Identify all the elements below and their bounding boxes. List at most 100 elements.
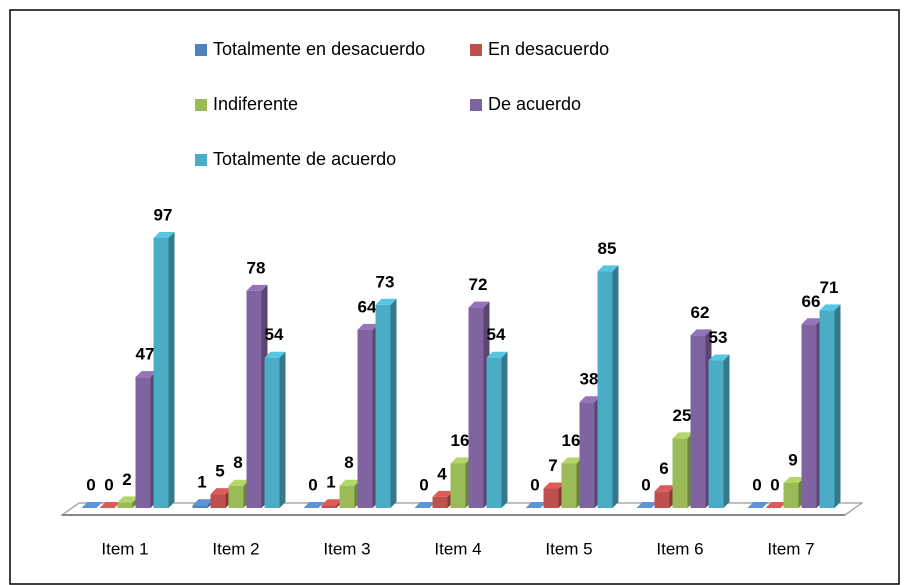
bar-top — [801, 318, 823, 325]
x-tick-label: Item 2 — [212, 539, 259, 558]
legend-swatch — [195, 44, 207, 56]
bar-top — [264, 351, 286, 358]
bar-top — [819, 304, 841, 311]
bar-top — [432, 490, 454, 497]
bar-top — [765, 502, 787, 508]
bar-top — [117, 496, 139, 503]
legend-label: Totalmente de acuerdo — [213, 149, 396, 169]
data-label: 7 — [548, 456, 557, 475]
legend-label: En desacuerdo — [488, 39, 609, 59]
bar — [246, 290, 262, 508]
data-label: 4 — [437, 464, 447, 483]
data-label: 97 — [154, 205, 173, 224]
bar — [543, 488, 559, 508]
bar — [432, 496, 448, 508]
data-label: 0 — [419, 475, 428, 494]
legend-label: Totalmente en desacuerdo — [213, 39, 425, 59]
data-label: 62 — [691, 303, 710, 322]
legend-swatch — [195, 99, 207, 111]
bar-top — [747, 502, 769, 508]
bar-top — [543, 482, 565, 489]
data-label: 0 — [104, 475, 113, 494]
bar-top — [783, 476, 805, 483]
bar — [117, 502, 133, 508]
bar-top — [228, 479, 250, 486]
bar-top — [192, 499, 214, 506]
legend-label: De acuerdo — [488, 94, 581, 114]
bar-side — [168, 232, 175, 508]
data-label: 0 — [752, 475, 761, 494]
data-label: 1 — [197, 473, 206, 492]
data-label: 73 — [376, 272, 395, 291]
x-tick-label: Item 7 — [767, 539, 814, 558]
bar-side — [834, 304, 841, 508]
bar — [801, 324, 817, 508]
data-label: 0 — [770, 475, 779, 494]
data-label: 0 — [641, 475, 650, 494]
bar-side — [612, 265, 619, 508]
bar — [153, 238, 169, 508]
data-label: 38 — [580, 370, 599, 389]
bar-top — [486, 351, 508, 358]
data-label: 16 — [562, 431, 581, 450]
data-label: 8 — [344, 453, 353, 472]
bar-top — [672, 432, 694, 439]
bar-top — [303, 502, 325, 508]
data-label: 72 — [469, 275, 488, 294]
bar — [819, 310, 835, 508]
data-label: 8 — [233, 453, 242, 472]
x-tick-label: Item 6 — [656, 539, 703, 558]
bar-top — [246, 284, 268, 291]
bar-top — [339, 479, 361, 486]
bar-top — [525, 502, 547, 508]
bar-side — [279, 351, 286, 508]
bar-top — [636, 502, 658, 508]
bar — [597, 271, 613, 508]
bar-top — [210, 488, 232, 495]
x-tick-label: Item 5 — [545, 539, 592, 558]
data-label: 0 — [530, 475, 539, 494]
bar-top — [561, 457, 583, 464]
data-label: 5 — [215, 462, 224, 481]
bar-top — [579, 396, 601, 403]
data-label: 6 — [659, 459, 668, 478]
x-tick-label: Item 3 — [323, 539, 370, 558]
bar — [321, 505, 337, 508]
bar — [264, 357, 280, 508]
bar-top — [450, 457, 472, 464]
bar — [339, 485, 355, 508]
data-label: 54 — [487, 325, 506, 344]
legend-swatch — [470, 44, 482, 56]
bar — [654, 491, 670, 508]
bar-top — [690, 329, 712, 336]
bar-side — [390, 298, 397, 508]
bar-top — [81, 502, 103, 508]
bar-top — [153, 232, 175, 238]
data-label: 47 — [136, 345, 155, 364]
bar-top — [99, 502, 121, 508]
data-label: 54 — [265, 325, 284, 344]
bar-top — [414, 502, 436, 508]
bar-top — [357, 323, 379, 330]
data-label: 64 — [358, 297, 377, 316]
bar — [357, 329, 373, 508]
data-label: 2 — [122, 470, 131, 489]
x-tick-label: Item 1 — [101, 539, 148, 558]
data-label: 71 — [820, 278, 839, 297]
bar-side — [501, 351, 508, 508]
bar — [708, 360, 724, 508]
legend-swatch — [195, 154, 207, 166]
data-label: 66 — [802, 292, 821, 311]
bar-top — [321, 499, 343, 506]
legend-swatch — [470, 99, 482, 111]
x-tick-label: Item 4 — [434, 539, 481, 558]
bar-top — [597, 265, 619, 272]
data-label: 1 — [326, 473, 335, 492]
data-label: 9 — [788, 450, 797, 469]
bar — [672, 438, 688, 508]
bar-top — [375, 298, 397, 305]
legend-label: Indiferente — [213, 94, 298, 114]
bar — [450, 463, 466, 508]
bar — [375, 304, 391, 508]
